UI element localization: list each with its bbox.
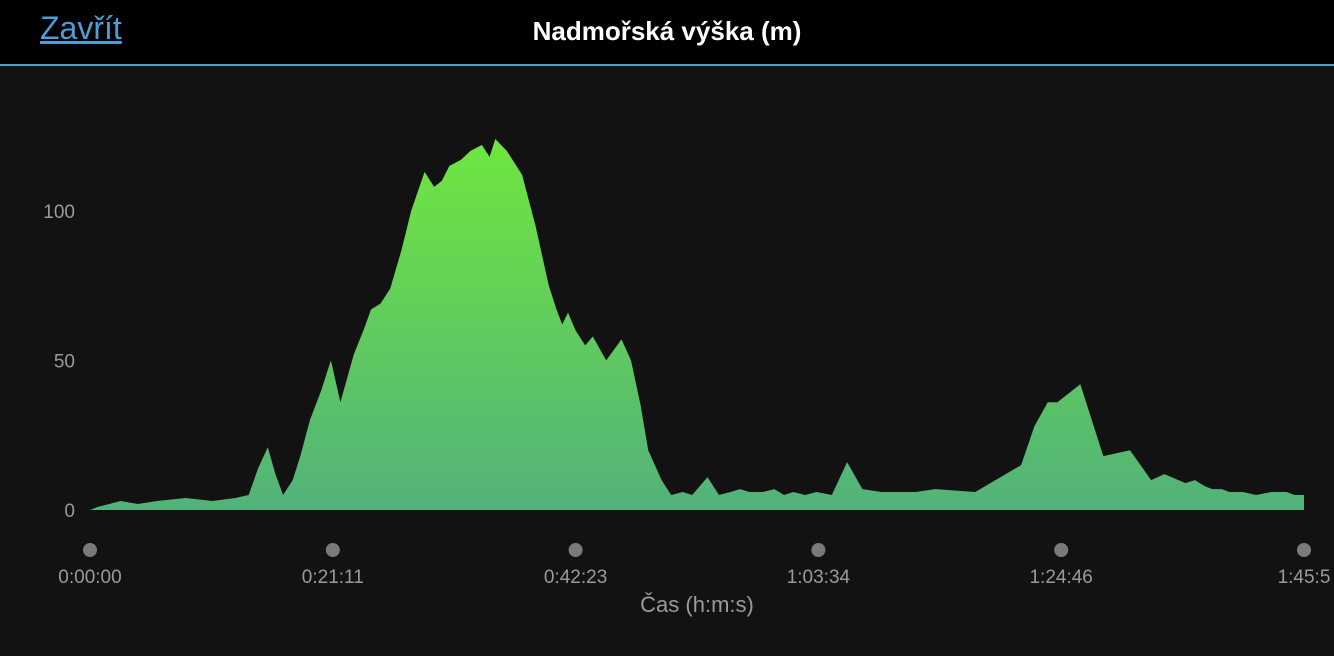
x-tick-label: 0:21:11: [302, 567, 364, 588]
x-tick-marker: [325, 543, 340, 557]
y-tick-label: 50: [54, 351, 75, 372]
page-title: Nadmořská výška (m): [532, 16, 802, 46]
x-tick-marker: [568, 543, 583, 557]
x-tick-label: 1:45:5: [1278, 567, 1331, 588]
x-tick-marker: [811, 543, 826, 557]
x-tick-label: 0:42:23: [544, 567, 607, 588]
x-tick-label: 1:24:46: [1029, 567, 1092, 588]
y-tick-label: 100: [43, 202, 75, 223]
header-bar: Zavřít Nadmořská výška (m): [0, 0, 1334, 66]
x-tick-marker: [1297, 543, 1311, 557]
elevation-chart: 0 50 100 0:00:00 0:21:11 0:42:23 1:03:34 1:24:…: [43, 139, 1330, 617]
x-axis: 0:00:00 0:21:11 0:42:23 1:03:34 1:24:46 1:45:…: [58, 543, 1330, 588]
x-tick-label: 1:03:34: [787, 567, 851, 588]
close-button[interactable]: Zavřít: [40, 10, 122, 46]
elevation-area: [90, 139, 1304, 510]
x-tick-label: 0:00:00: [58, 567, 121, 588]
y-axis: 0 50 100: [43, 202, 75, 522]
y-tick-label: 0: [64, 501, 75, 522]
x-tick-marker: [1054, 543, 1069, 557]
x-tick-marker: [83, 543, 97, 557]
x-axis-label: Čas (h:m:s): [640, 592, 754, 617]
